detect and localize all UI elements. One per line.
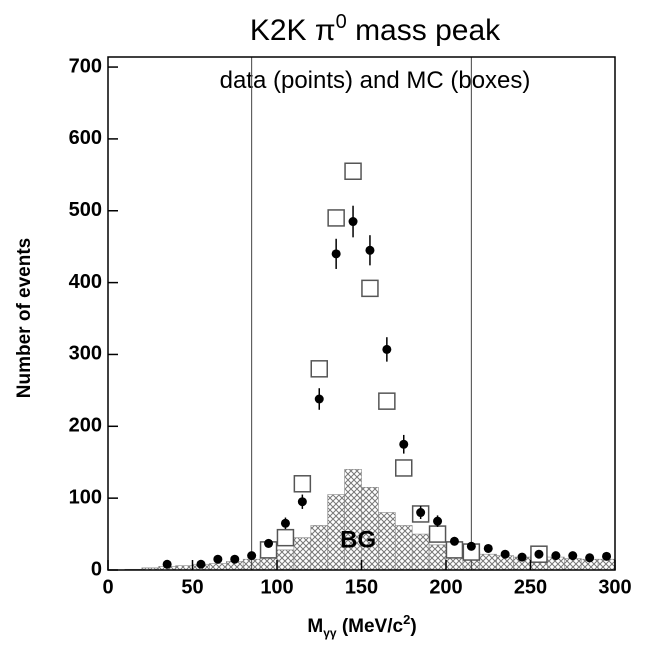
bg-bar	[428, 544, 447, 571]
y-tick-label: 600	[69, 127, 102, 149]
y-tick-label: 500	[69, 199, 102, 221]
data-point	[602, 551, 612, 561]
data-point	[264, 538, 274, 548]
data-point	[483, 543, 493, 553]
data-point	[585, 553, 595, 563]
bg-bar	[276, 549, 295, 571]
y-tick-label: 0	[91, 558, 102, 580]
data-point	[500, 549, 510, 559]
bg-bar	[310, 525, 328, 571]
bg-bar	[293, 537, 312, 571]
x-tick-label: 250	[514, 576, 547, 598]
data-point	[230, 554, 240, 564]
bg-bar	[411, 533, 430, 571]
mc-box	[378, 392, 396, 410]
data-point	[551, 551, 561, 561]
data-point	[280, 518, 290, 528]
x-tick-label: 150	[345, 576, 378, 598]
chart-title: K2K π0 mass peak	[250, 11, 501, 47]
mc-box	[276, 528, 295, 547]
bg-bar	[209, 563, 227, 571]
bg-bar	[563, 558, 582, 571]
annotation: data (points) and MC (boxes)	[220, 67, 531, 94]
data-point	[568, 551, 578, 561]
data-point	[314, 394, 324, 404]
y-tick-label: 300	[69, 343, 102, 365]
bg-label: BG	[340, 527, 376, 554]
bg-bar	[394, 525, 413, 571]
x-tick-label: 200	[429, 576, 462, 598]
data-point	[331, 249, 341, 259]
data-point	[348, 217, 358, 227]
data-point	[213, 554, 223, 564]
bg-bar	[378, 512, 396, 571]
mc-box	[344, 162, 362, 180]
data-point	[247, 551, 257, 561]
data-point	[162, 559, 172, 569]
bg-bar	[479, 553, 497, 571]
data-point	[534, 549, 544, 559]
y-axis-label: Number of events	[14, 238, 35, 398]
data-point	[517, 552, 527, 562]
data-point	[466, 541, 476, 551]
x-axis-label: Mγγ (MeV/c2)	[307, 612, 416, 640]
data-point	[449, 536, 459, 546]
mc-box	[361, 279, 379, 298]
data-point	[433, 516, 443, 526]
y-tick-label: 200	[69, 415, 102, 437]
x-tick-label: 50	[181, 576, 203, 598]
mc-box	[395, 459, 413, 477]
x-tick-label: 100	[260, 576, 293, 598]
y-tick-label: 400	[69, 271, 102, 293]
data-point	[382, 344, 392, 354]
mc-box	[293, 475, 312, 493]
data-point	[196, 559, 206, 569]
bg-bar	[344, 469, 362, 571]
x-tick-label: 300	[598, 576, 631, 598]
data-point	[365, 245, 375, 255]
y-tick-label: 700	[69, 55, 102, 77]
data-point	[416, 508, 426, 518]
y-tick-label: 100	[69, 486, 102, 508]
mc-box	[428, 525, 447, 543]
data-point	[399, 439, 409, 449]
data-point	[297, 497, 307, 507]
mc-box	[327, 209, 345, 227]
x-tick-label: 0	[102, 576, 113, 598]
mc-box	[310, 360, 328, 378]
